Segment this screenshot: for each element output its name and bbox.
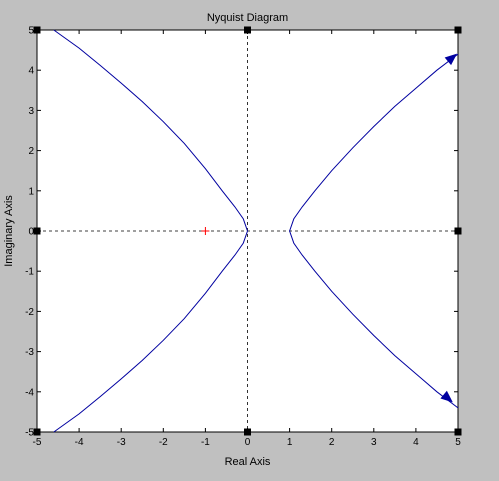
axis-ticks: -5 -4 -3 -2 -1 0 1 2 3 4 5 -5 -4 -3 -2 -1 0 1 2 3 4 5: [25, 26, 461, 449]
frame-square-marker: [33, 227, 41, 235]
y-tick-label: 3: [28, 106, 34, 117]
x-tick-label: 5: [455, 437, 461, 448]
y-tick-label: -2: [25, 307, 34, 318]
y-tick-label: 4: [28, 66, 34, 77]
x-tick-label: 2: [329, 437, 335, 448]
chart-title: Nyquist Diagram: [207, 12, 288, 24]
x-tick-label: 3: [371, 437, 377, 448]
series-line-2: [289, 53, 459, 409]
y-tick-label: 0: [28, 227, 34, 238]
x-axis-label: Real Axis: [225, 456, 271, 468]
x-tick-label: 0: [245, 437, 251, 448]
x-tick-label: -2: [159, 437, 168, 448]
frame-square-marker: [244, 26, 251, 34]
frame-square-marker: [244, 428, 251, 436]
y-tick-label: 1: [28, 186, 34, 197]
frame-square-marker: [33, 428, 41, 436]
markers: [33, 26, 462, 436]
y-tick-label: -4: [25, 387, 34, 398]
x-tick-label: -3: [117, 437, 126, 448]
series-layer: [53, 29, 459, 433]
frame-square-marker: [33, 26, 41, 34]
direction-arrow: [440, 390, 453, 403]
y-tick-label: -3: [25, 347, 34, 358]
x-tick-label: 4: [413, 437, 419, 448]
y-axis-label: Imaginary Axis: [3, 195, 15, 267]
x-tick-label: -5: [33, 437, 42, 448]
y-tick-label: -1: [25, 267, 34, 278]
direction-arrow: [444, 53, 458, 66]
x-tick-label: -4: [75, 437, 84, 448]
y-tick-label: -5: [25, 428, 34, 439]
y-tick-label: 5: [28, 26, 34, 37]
series-line-1: [53, 29, 249, 433]
frame-square-marker: [454, 227, 462, 235]
frame-square-marker: [454, 428, 462, 436]
x-tick-label: -1: [201, 437, 210, 448]
frame-square-marker: [454, 26, 462, 34]
y-tick-label: 2: [28, 146, 34, 157]
x-tick-label: 1: [287, 437, 293, 448]
critical-point-marker: [201, 227, 210, 235]
